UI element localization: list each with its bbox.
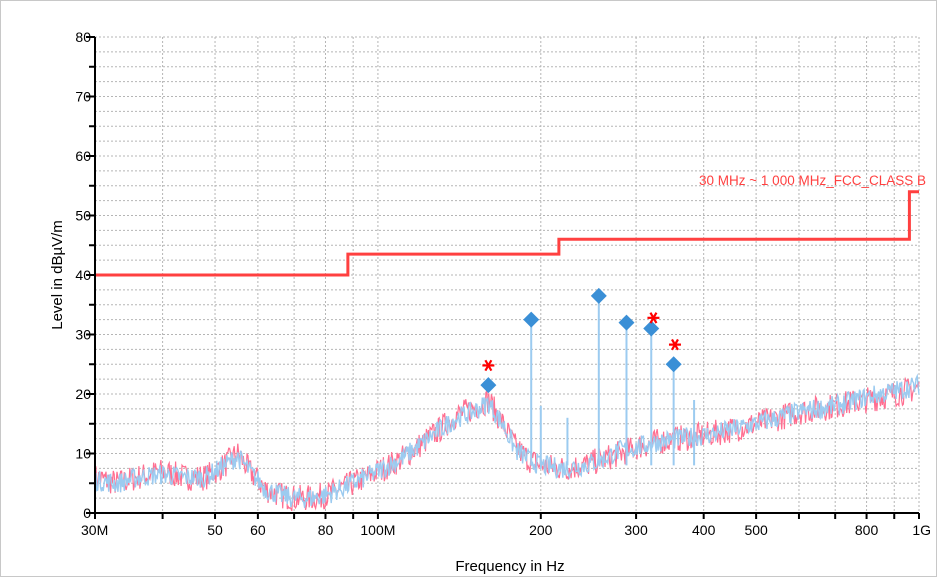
peak-marker-stroke	[484, 359, 493, 372]
y-tick-label: 80	[75, 29, 91, 45]
x-tick-label: 400	[692, 522, 716, 538]
peak-marker	[668, 338, 681, 351]
x-tick-label: 30M	[81, 522, 108, 538]
peak-marker-stroke	[649, 312, 658, 324]
y-tick-label: 10	[75, 446, 91, 462]
x-tick-label: 200	[529, 522, 553, 538]
quasi-peak-trace	[94, 373, 920, 509]
y-tick-label: 0	[83, 505, 91, 521]
x-axis-title: Frequency in Hz	[455, 558, 564, 575]
y-axis-title: Level in dBµV/m	[49, 220, 66, 330]
axes	[86, 36, 920, 519]
x-tick-label: 100M	[360, 522, 395, 538]
limit-line-label: 30 MHz ~ 1 000 MHz_FCC_CLASS B	[699, 173, 926, 188]
x-tick-label: 60	[250, 522, 266, 538]
x-tick-label: 800	[855, 522, 879, 538]
peak-marker	[647, 312, 660, 324]
limit-line-group	[95, 190, 919, 277]
x-tick-label: 500	[744, 522, 768, 538]
y-tick-label: 40	[75, 267, 91, 283]
final-measurement-marker	[590, 287, 607, 304]
final-measurement-marker	[480, 377, 497, 394]
x-tick-label: 80	[318, 522, 334, 538]
final-measurement-marker	[618, 314, 635, 331]
final-measurement-marker	[643, 320, 660, 337]
x-tick-label: 50	[207, 522, 223, 538]
x-tick-label: 1G	[912, 522, 931, 538]
y-tick-label: 20	[75, 386, 91, 402]
final-measurement-marker	[665, 356, 682, 373]
y-tick-label: 50	[75, 208, 91, 224]
traces	[94, 373, 920, 512]
tick-labels: 0 10 20 30 40 50 60 70 80 30M 50 60 80 100M 200 300 400 5…	[75, 29, 931, 538]
limit-line	[95, 190, 919, 277]
markers	[480, 287, 682, 394]
final-measurement-marker	[523, 311, 540, 328]
peak-marker	[482, 359, 495, 372]
x-tick-label: 300	[624, 522, 648, 538]
peak-marker-stroke	[671, 338, 679, 351]
y-tick-label: 30	[75, 327, 91, 343]
y-tick-label: 60	[75, 148, 91, 164]
spikes	[530, 295, 696, 466]
grid	[94, 36, 920, 514]
y-tick-label: 70	[75, 89, 91, 105]
